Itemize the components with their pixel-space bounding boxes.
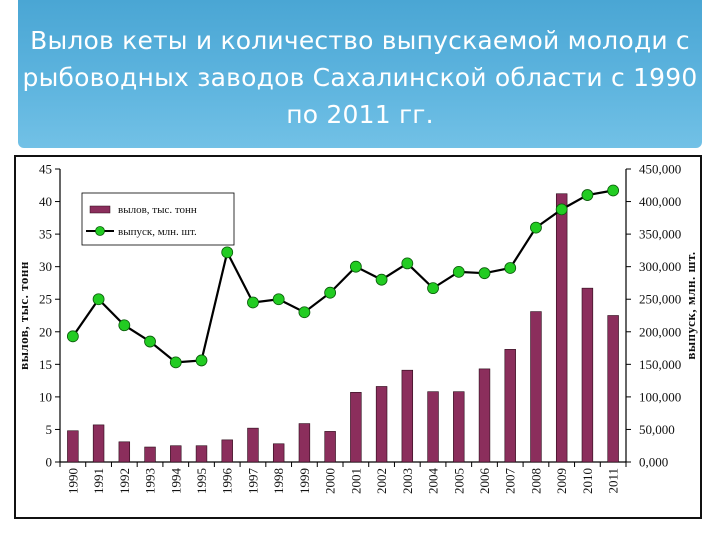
bar-2004 xyxy=(427,391,439,463)
left-tick-label: 45 xyxy=(39,162,52,177)
right-tick-label: 150,000 xyxy=(639,357,681,372)
bar-1992 xyxy=(118,441,131,463)
bar-2006 xyxy=(478,368,491,463)
x-tick-label: 2004 xyxy=(426,468,441,495)
x-tick-label: 2007 xyxy=(503,468,518,495)
x-tick-label: 1993 xyxy=(143,468,158,494)
right-tick-label: 200,000 xyxy=(639,324,681,339)
bar-2001 xyxy=(350,392,362,463)
bar-2009 xyxy=(555,193,568,463)
x-tick-label: 2010 xyxy=(580,468,595,494)
point-1994 xyxy=(169,356,182,369)
x-tick-label: 2009 xyxy=(554,468,569,494)
bar-1996 xyxy=(221,439,233,463)
point-2002 xyxy=(375,273,388,286)
chart-frame: 0 5 10 15 20 25 30 35 40 45 0,000 50,000 100,000 150,… xyxy=(14,155,702,519)
chart: 0510152025303540450,00050,000100,000150,… xyxy=(16,162,698,495)
point-1996 xyxy=(221,246,234,259)
point-2006 xyxy=(478,267,491,280)
bar-2000 xyxy=(324,431,336,463)
point-2000 xyxy=(324,286,337,299)
right-tick-label: 400,000 xyxy=(639,194,681,209)
point-1992 xyxy=(118,319,131,332)
left-tick-label: 5 xyxy=(46,422,53,437)
right-tick-label: 250,000 xyxy=(639,292,681,307)
bar-1998 xyxy=(272,443,285,463)
bar-2011 xyxy=(607,315,619,463)
x-tick-label: 2001 xyxy=(348,468,363,494)
point-1991 xyxy=(92,293,105,306)
point-1990 xyxy=(66,330,79,343)
left-tick-label: 15 xyxy=(39,357,52,372)
x-tick-label: 1996 xyxy=(220,468,235,495)
legend-box xyxy=(81,192,235,246)
left-tick-label: 30 xyxy=(39,259,52,274)
x-tick-label: 1991 xyxy=(91,468,106,494)
bar-2010 xyxy=(581,287,594,463)
bar-1993 xyxy=(144,446,156,463)
point-2004 xyxy=(427,282,439,295)
x-tick-label: 1990 xyxy=(65,468,80,494)
x-tick-label: 2002 xyxy=(374,468,389,494)
x-tick-label: 1998 xyxy=(271,468,286,494)
point-1995 xyxy=(195,354,208,367)
release-line xyxy=(71,189,614,364)
left-tick-label: 40 xyxy=(39,194,52,209)
bar-2007 xyxy=(504,349,516,463)
x-tick-label: 2006 xyxy=(477,468,492,495)
point-2010 xyxy=(581,189,594,201)
x-tick-label: 1992 xyxy=(117,468,132,494)
x-tick-label: 1999 xyxy=(297,468,312,494)
x-tick-label: 1994 xyxy=(168,468,183,495)
x-tick-label: 2008 xyxy=(528,468,543,494)
point-1993 xyxy=(144,335,156,348)
bar-1995 xyxy=(195,445,208,463)
left-tick-label: 20 xyxy=(39,324,52,339)
right-tick-label: 450,000 xyxy=(639,162,681,177)
point-2001 xyxy=(349,260,362,273)
point-2005 xyxy=(452,265,465,278)
bar-1990 xyxy=(67,430,79,463)
y-axis-title: вылов, тыс. тонн xyxy=(16,261,31,370)
x-tick-label: 1995 xyxy=(194,468,209,494)
right-tick-label: 350,000 xyxy=(639,227,681,242)
right-tick-label: 0,000 xyxy=(639,455,668,470)
bar-2002 xyxy=(375,386,388,463)
bar-1999 xyxy=(298,423,311,463)
x-tick-label: 2011 xyxy=(606,468,621,494)
left-tick-label: 25 xyxy=(39,292,52,307)
legend-label-release: выпуск, млн. шт. xyxy=(118,226,197,238)
left-tick-label: 35 xyxy=(39,227,52,242)
x-tick-label: 2000 xyxy=(323,468,338,494)
x-tick-label: 1997 xyxy=(245,468,260,495)
legend-bar-swatch xyxy=(89,205,111,214)
right-tick-label: 50,000 xyxy=(639,422,675,437)
bar-1997 xyxy=(247,427,259,463)
right-tick-label: 100,000 xyxy=(639,389,681,404)
bar-2003 xyxy=(401,369,414,463)
point-1999 xyxy=(298,306,311,319)
point-1997 xyxy=(247,296,259,309)
title-banner xyxy=(18,0,702,148)
point-1998 xyxy=(272,293,285,306)
right-tick-label: 300,000 xyxy=(639,259,681,274)
point-2003 xyxy=(401,257,414,270)
point-2008 xyxy=(530,221,542,234)
x-tick-label: 2003 xyxy=(400,468,415,494)
y2-axis-title: выпуск, млн. шт. xyxy=(683,251,698,359)
left-tick-label: 0 xyxy=(46,455,53,470)
slide-title: Вылов кеты и количество выпускаемой моло… xyxy=(22,26,698,129)
point-2007 xyxy=(504,262,517,274)
point-2009 xyxy=(555,203,568,216)
bar-2005 xyxy=(453,391,465,463)
point-2011 xyxy=(607,184,620,197)
legend-marker-swatch xyxy=(95,226,105,236)
bar-2008 xyxy=(530,311,542,463)
bar-1994 xyxy=(170,445,182,463)
left-tick-label: 10 xyxy=(39,389,52,404)
bar-1991 xyxy=(92,424,105,463)
x-tick-label: 2005 xyxy=(451,468,466,494)
legend-label-catch: вылов, тыс. тонн xyxy=(118,204,197,216)
